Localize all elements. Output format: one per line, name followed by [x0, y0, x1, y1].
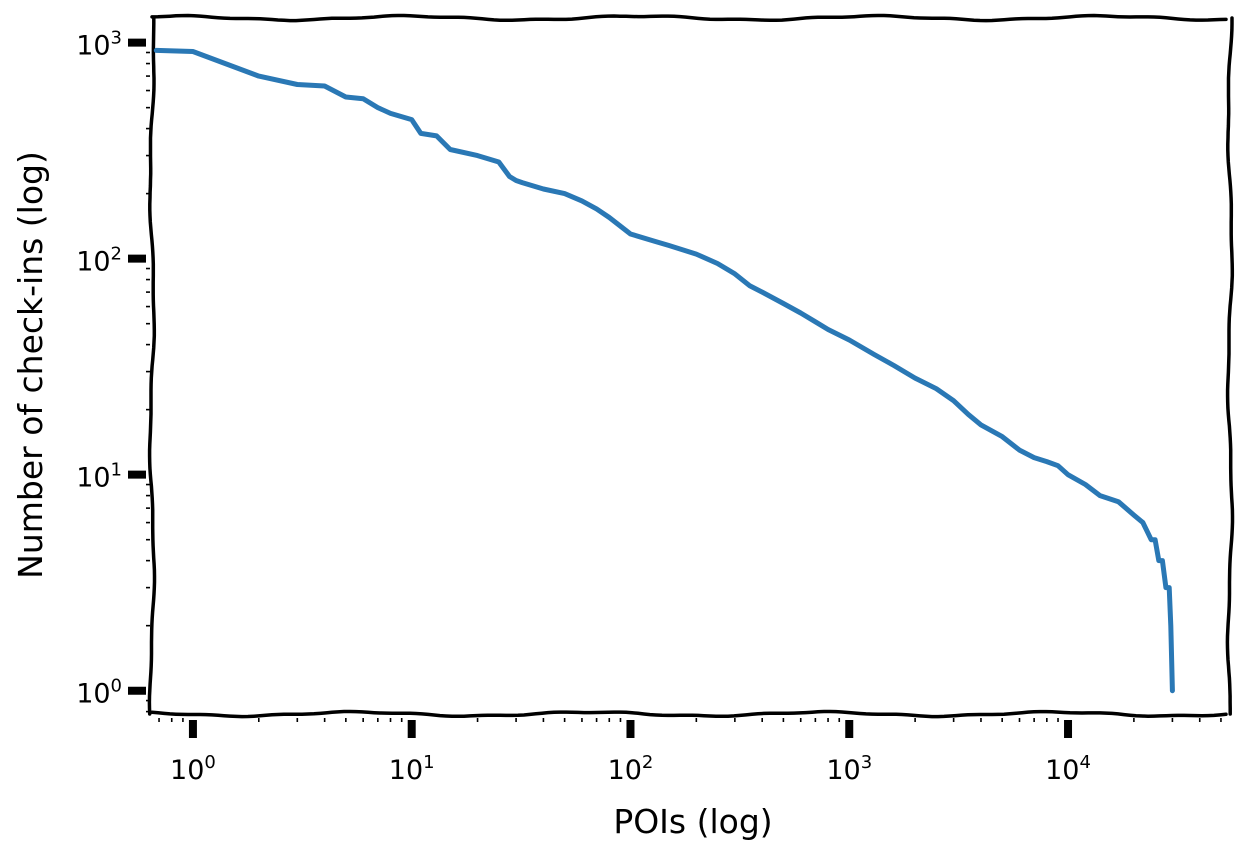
x-tick-label: 100	[170, 752, 216, 786]
plot-frame	[147, 13, 1235, 719]
minor-ticks	[146, 51, 1222, 722]
y-axis-label: Number of check-ins (log)	[11, 151, 50, 579]
y-tick-label: 101	[76, 460, 122, 494]
major-ticks	[128, 38, 1073, 738]
x-tick-label: 104	[1045, 752, 1091, 786]
series-layer	[153, 47, 1175, 694]
frame-right	[1225, 16, 1235, 716]
y-tick-label: 103	[76, 28, 122, 62]
series-line-0	[153, 47, 1175, 694]
frame-bottom	[150, 709, 1228, 719]
frame-left	[147, 16, 157, 716]
x-tick-label: 102	[608, 752, 654, 786]
x-tick-label: 101	[389, 752, 435, 786]
y-tick-label: 102	[76, 244, 122, 278]
frame-top	[150, 13, 1228, 23]
x-tick-label: 103	[826, 752, 872, 786]
tick-labels: 100 101 102 103 104 100 101 102 103	[76, 28, 1091, 786]
x-axis-label: POIs (log)	[613, 802, 772, 841]
y-tick-label: 100	[76, 676, 122, 710]
